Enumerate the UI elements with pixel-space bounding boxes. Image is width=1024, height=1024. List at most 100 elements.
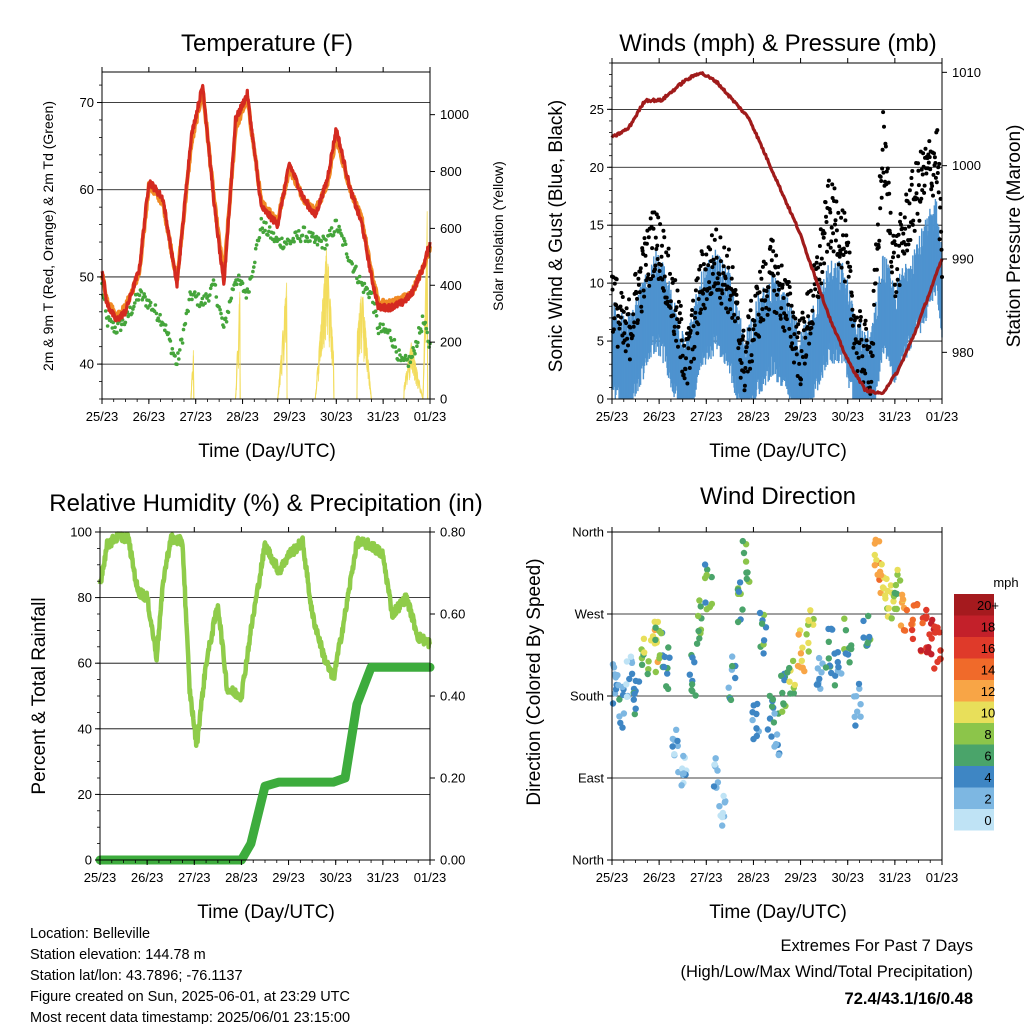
y-tick-label: 5 bbox=[597, 334, 604, 349]
humidity-line bbox=[97, 531, 433, 748]
gust-point bbox=[682, 343, 687, 348]
gust-point bbox=[864, 326, 869, 331]
direction-ylabel: Direction (Colored By Speed) bbox=[524, 558, 545, 805]
dewpoint-point bbox=[362, 281, 367, 286]
gust-point bbox=[768, 244, 773, 249]
gust-point bbox=[671, 313, 676, 318]
gust-point bbox=[822, 261, 827, 266]
gust-point bbox=[829, 239, 834, 244]
gust-point bbox=[842, 279, 847, 284]
dewpoint-point bbox=[343, 242, 348, 246]
dewpoint-point bbox=[345, 255, 350, 260]
direction-point bbox=[632, 677, 639, 685]
direction-point bbox=[887, 582, 895, 589]
gust-point bbox=[765, 294, 770, 299]
gust-point bbox=[896, 232, 901, 237]
gust-point bbox=[771, 273, 776, 278]
dewpoint-point bbox=[243, 290, 248, 294]
gust-point bbox=[855, 369, 860, 373]
gust-point bbox=[792, 332, 797, 337]
dewpoint-point bbox=[179, 337, 184, 342]
direction-point bbox=[644, 670, 651, 678]
direction-point bbox=[891, 605, 899, 613]
direction-point bbox=[851, 713, 858, 720]
gust-point bbox=[718, 259, 723, 264]
gust-point bbox=[924, 171, 929, 176]
gust-point bbox=[843, 250, 848, 255]
gust-point bbox=[874, 267, 879, 272]
direction-point bbox=[645, 666, 652, 673]
gust-point bbox=[882, 124, 886, 129]
gust-point bbox=[800, 355, 805, 359]
direction-point bbox=[623, 693, 631, 700]
direction-point bbox=[786, 678, 793, 685]
gust-point bbox=[858, 318, 863, 323]
gust-point bbox=[738, 358, 743, 362]
gust-point bbox=[689, 313, 694, 318]
gust-point bbox=[741, 328, 746, 333]
gust-point bbox=[881, 170, 886, 175]
gust-point bbox=[801, 316, 806, 321]
gust-point bbox=[842, 210, 847, 215]
direction-point bbox=[620, 710, 628, 717]
direction-point bbox=[616, 696, 623, 703]
direction-point bbox=[739, 537, 746, 545]
direction-point bbox=[923, 606, 930, 614]
gust-point bbox=[845, 260, 850, 265]
gust-point bbox=[708, 247, 713, 252]
dewpoint-point bbox=[173, 354, 177, 358]
dewpoint-point bbox=[393, 345, 398, 349]
direction-point bbox=[814, 665, 821, 672]
gust-point bbox=[856, 355, 861, 360]
gust-point bbox=[643, 253, 648, 258]
direction-point bbox=[638, 661, 646, 668]
y-tick-label: 0 bbox=[597, 392, 604, 407]
dewpoint-point bbox=[142, 292, 146, 296]
dewpoint-point bbox=[327, 228, 332, 233]
dewpoint-point bbox=[132, 304, 136, 309]
dewpoint-point bbox=[163, 323, 168, 327]
direction-point bbox=[628, 670, 636, 677]
gust-point bbox=[743, 366, 748, 370]
direction-point bbox=[803, 631, 810, 638]
direction-point bbox=[697, 603, 704, 610]
direction-point bbox=[871, 551, 878, 559]
gust-point bbox=[934, 180, 939, 185]
x-tick-label: 30/23 bbox=[831, 870, 864, 885]
direction-point bbox=[712, 755, 719, 762]
gust-point bbox=[889, 264, 894, 269]
gust-point bbox=[763, 261, 768, 266]
dewpoint-point bbox=[373, 309, 378, 314]
gust-point bbox=[916, 161, 920, 166]
x-tick-label: 28/23 bbox=[737, 870, 770, 885]
gust-point bbox=[668, 305, 673, 310]
gust-point bbox=[771, 249, 776, 254]
x-tick-label: 30/23 bbox=[319, 870, 352, 885]
gust-point bbox=[612, 316, 617, 321]
direction-point bbox=[825, 638, 832, 645]
gust-point bbox=[848, 264, 853, 269]
gust-point bbox=[847, 250, 852, 255]
gust-point bbox=[673, 278, 678, 283]
gust-point bbox=[725, 253, 729, 258]
gust-point bbox=[624, 321, 629, 326]
dewpoint-point bbox=[259, 216, 264, 221]
x-tick-label: 29/23 bbox=[784, 870, 817, 885]
gust-point bbox=[891, 233, 896, 238]
gust-point bbox=[841, 246, 846, 251]
gust-point bbox=[794, 352, 799, 357]
direction-point bbox=[789, 657, 797, 665]
dewpoint-point bbox=[207, 299, 211, 303]
colorbar-level-label: 12 bbox=[981, 684, 995, 699]
gust-point bbox=[631, 312, 636, 317]
direction-point bbox=[729, 662, 736, 670]
gust-point bbox=[701, 291, 705, 296]
direction-point bbox=[663, 683, 670, 690]
gust-point bbox=[898, 212, 903, 216]
direction-point bbox=[768, 733, 775, 740]
dewpoint-point bbox=[324, 238, 328, 242]
gust-point bbox=[653, 263, 658, 268]
gust-point bbox=[642, 294, 647, 299]
colorbar-level-label: 6 bbox=[984, 748, 991, 763]
gust-point bbox=[846, 240, 851, 245]
